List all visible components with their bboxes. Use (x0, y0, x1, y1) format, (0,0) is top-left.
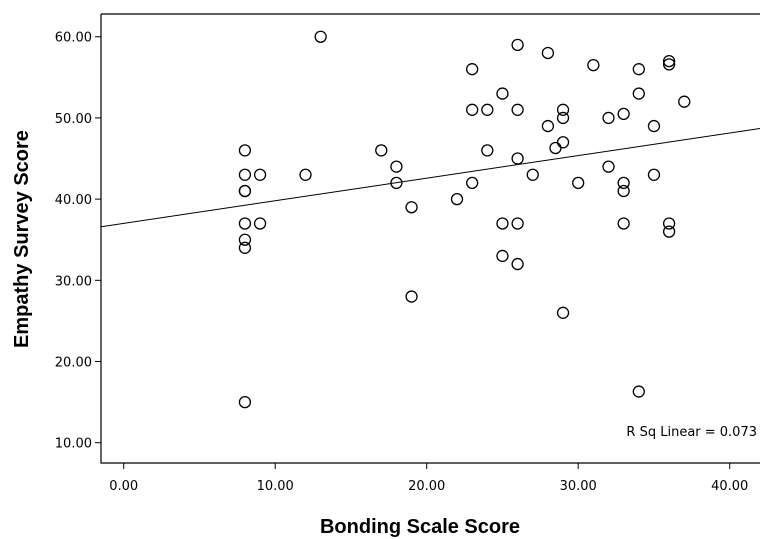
data-point (253, 217, 267, 230)
y-tick-label: 30.00 (55, 274, 92, 289)
data-point (587, 59, 600, 72)
x-tick-label: 0.00 (109, 479, 138, 494)
data-point (390, 176, 403, 190)
y-tick-label: 20.00 (55, 356, 92, 371)
x-tick-label: 30.00 (560, 479, 597, 494)
data-point (541, 46, 555, 60)
r-squared-annotation: R Sq Linear = 0.073 (626, 425, 757, 440)
data-point (481, 103, 494, 116)
data-point (549, 141, 562, 155)
y-tick-label: 10.00 (55, 437, 92, 452)
data-point (632, 385, 645, 398)
data-point (602, 160, 615, 173)
data-point (647, 168, 661, 181)
data-point (662, 58, 676, 71)
data-point (466, 103, 479, 116)
data-point (632, 87, 645, 100)
data-point (496, 87, 509, 100)
data-point (496, 217, 509, 230)
x-tick-label: 10.00 (257, 479, 294, 494)
data-point (617, 184, 630, 198)
data-point (572, 176, 585, 190)
data-point (511, 103, 524, 116)
data-point (496, 249, 509, 263)
plot-frame (100, 13, 760, 464)
data-point (617, 107, 630, 121)
data-point (632, 63, 645, 76)
data-point (556, 306, 570, 319)
data-point (238, 233, 252, 246)
y-tick-label: 60.00 (55, 31, 92, 46)
data-point (314, 30, 327, 43)
data-point (541, 119, 555, 133)
data-point (511, 38, 524, 52)
data-point (526, 168, 539, 181)
data-point (466, 176, 479, 190)
y-axis-title: Empathy Survey Score (11, 130, 33, 348)
x-axis-title: Bonding Scale Score (320, 516, 520, 538)
x-axis: 0.00 10.00 20.00 30.00 40.00 (109, 463, 748, 494)
x-tick-label: 40.00 (711, 479, 748, 494)
data-point (602, 111, 615, 125)
data-point (556, 111, 570, 125)
data-point (450, 192, 464, 206)
data-point (662, 217, 676, 230)
data-point (556, 103, 570, 116)
data-point (511, 217, 524, 230)
data-point (511, 257, 524, 271)
data-point (511, 152, 524, 165)
data-point (238, 395, 252, 409)
data-point (238, 184, 252, 198)
data-point (405, 201, 418, 214)
data-point (647, 119, 661, 133)
y-axis: 10.00 20.00 30.00 40.00 50.00 60.00 (55, 31, 101, 452)
data-point (375, 144, 388, 157)
data-point (556, 136, 570, 149)
data-point (405, 290, 418, 303)
data-point (466, 63, 479, 76)
data-points (238, 30, 691, 409)
regression-line (100, 127, 760, 228)
y-tick-label: 40.00 (55, 193, 92, 208)
data-point (238, 168, 252, 181)
data-point (299, 168, 312, 181)
y-tick-label: 50.00 (55, 112, 92, 127)
data-point (238, 241, 252, 254)
data-point (238, 144, 252, 157)
plot-area (100, 13, 760, 464)
data-point (617, 217, 630, 230)
data-point (238, 217, 252, 230)
data-point (253, 168, 267, 181)
data-point (617, 176, 630, 190)
data-point (481, 144, 494, 157)
data-point (662, 225, 676, 238)
data-point (390, 160, 403, 173)
data-point (678, 95, 691, 108)
data-point (662, 54, 676, 68)
x-tick-label: 20.00 (408, 479, 445, 494)
